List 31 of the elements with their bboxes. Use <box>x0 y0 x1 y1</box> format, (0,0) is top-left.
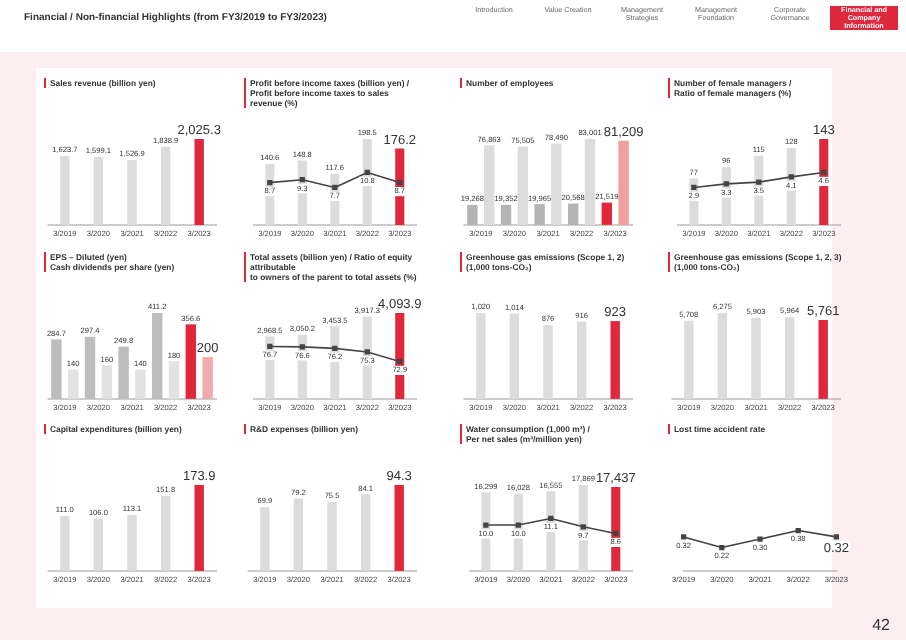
bar <box>67 369 79 399</box>
bar <box>51 339 62 399</box>
bar <box>293 498 304 571</box>
bar <box>500 204 512 225</box>
bar <box>194 484 204 571</box>
bar <box>160 495 171 571</box>
bar <box>483 145 495 225</box>
bar <box>534 204 545 225</box>
bar <box>467 204 478 225</box>
bar <box>202 357 213 399</box>
bar <box>101 365 113 399</box>
bar <box>118 346 129 399</box>
bar <box>327 502 337 571</box>
text: 42 <box>872 616 890 634</box>
bar <box>584 138 596 225</box>
bar <box>127 514 137 571</box>
bar <box>93 518 104 571</box>
bar <box>601 202 613 225</box>
bar <box>60 516 70 571</box>
bar <box>168 361 180 399</box>
bar <box>567 203 579 225</box>
bar <box>517 146 529 225</box>
bar <box>135 369 146 399</box>
bar <box>260 507 270 571</box>
bar <box>151 312 163 399</box>
bar <box>84 336 96 399</box>
bar <box>551 143 562 225</box>
bar <box>618 140 629 225</box>
bar <box>394 484 404 571</box>
bar <box>185 324 197 399</box>
bar <box>360 494 371 571</box>
